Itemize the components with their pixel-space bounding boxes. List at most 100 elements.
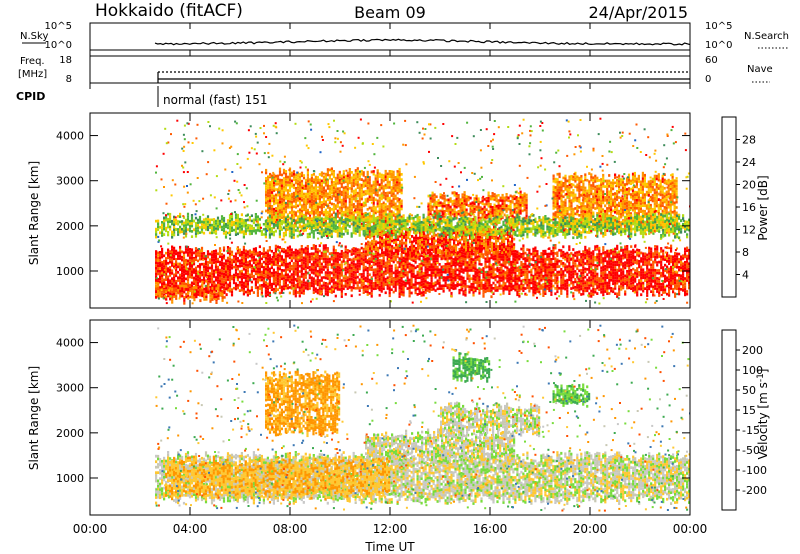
range-cell: [450, 286, 453, 290]
range-cell: [622, 286, 625, 290]
range-cell: [275, 182, 278, 186]
range-cell: [318, 203, 321, 206]
range-cell: [300, 256, 303, 259]
range-cell: [576, 283, 579, 287]
range-cell: [442, 254, 445, 257]
range-cell: [282, 269, 285, 272]
range-cell: [476, 250, 479, 253]
range-cell: [686, 268, 689, 271]
range-cell: [548, 284, 551, 287]
range-cell: [441, 239, 444, 243]
range-cell: [334, 176, 337, 180]
range-cell: [509, 240, 512, 244]
range-cell: [242, 262, 245, 266]
range-cell: [265, 193, 268, 196]
range-cell: [594, 245, 597, 248]
range-cell: [370, 268, 373, 271]
range-cell: [530, 268, 533, 272]
range-cell: [175, 249, 178, 253]
range-cell: [338, 269, 341, 272]
range-cell: [420, 254, 423, 257]
range-cell: [356, 259, 359, 262]
range-cell: [342, 279, 345, 282]
range-cell: [376, 272, 379, 276]
range-cell: [324, 244, 327, 247]
range-cell: [232, 255, 236, 258]
range-cell: [590, 265, 593, 268]
range-cell: [184, 272, 188, 275]
range-cell: [356, 248, 359, 251]
range-cell: [437, 246, 440, 249]
range-cell: [394, 277, 397, 281]
range-cell: [167, 275, 170, 279]
range-cell: [334, 259, 337, 263]
range-cell: [466, 274, 469, 278]
range-cell: [385, 235, 388, 238]
range-cell: [165, 257, 168, 260]
range-cell: [490, 270, 493, 274]
range-cell: [544, 257, 547, 261]
range-cell: [171, 280, 174, 283]
range-cell: [476, 268, 479, 272]
range-cell: [358, 286, 361, 290]
range-cell: [425, 234, 428, 238]
range-cell: [452, 279, 455, 283]
range-cell: [678, 284, 681, 288]
range-cell: [196, 281, 200, 285]
range-cell: [472, 277, 475, 281]
range-cell: [499, 244, 502, 248]
range-cell: [628, 256, 631, 259]
range-cell: [506, 285, 509, 288]
range-cell: [546, 276, 549, 280]
range-cell: [260, 289, 263, 292]
range-cell: [540, 276, 543, 279]
range-cell: [214, 252, 218, 255]
range-cell: [460, 288, 463, 292]
range-cell: [472, 266, 475, 270]
range-cell: [624, 263, 627, 267]
range-cell: [387, 240, 390, 244]
range-cell: [606, 292, 609, 295]
range-cell: [304, 249, 307, 253]
range-cell: [632, 262, 635, 266]
range-cell: [382, 265, 385, 268]
range-cell: [447, 233, 450, 236]
range-cell: [498, 258, 501, 261]
range-cell: [332, 205, 335, 209]
range-cell: [540, 278, 543, 282]
range-cell: [474, 259, 477, 262]
range-cell: [364, 287, 367, 291]
range-cell: [640, 279, 643, 283]
range-cell: [352, 260, 355, 263]
range-cell: [534, 291, 537, 295]
range-cell: [254, 250, 257, 253]
range-cell: [210, 272, 214, 276]
range-cell: [318, 244, 321, 247]
range-cell: [670, 249, 673, 253]
range-cell: [498, 263, 501, 266]
range-cell: [350, 253, 353, 256]
range-cell: [267, 202, 270, 206]
range-cell: [513, 245, 516, 249]
range-cell: [334, 286, 337, 290]
range-cell: [648, 284, 651, 288]
range-cell: [470, 282, 473, 286]
range-cell: [354, 287, 357, 290]
range-cell: [656, 290, 659, 293]
range-cell: [422, 271, 425, 275]
range-cell: [510, 274, 513, 278]
range-cell: [362, 264, 365, 267]
range-cell: [161, 271, 164, 275]
range-cell: [308, 255, 311, 258]
range-cell: [394, 264, 397, 267]
range-cell: [369, 252, 372, 256]
range-cell: [332, 245, 335, 249]
range-cell: [478, 281, 481, 284]
range-cell: [550, 258, 553, 261]
range-cell: [485, 237, 488, 241]
range-cell: [290, 211, 294, 215]
range-cell: [634, 288, 637, 291]
range-cell: [273, 178, 276, 182]
range-cell: [475, 247, 478, 250]
range-cell: [196, 270, 200, 274]
